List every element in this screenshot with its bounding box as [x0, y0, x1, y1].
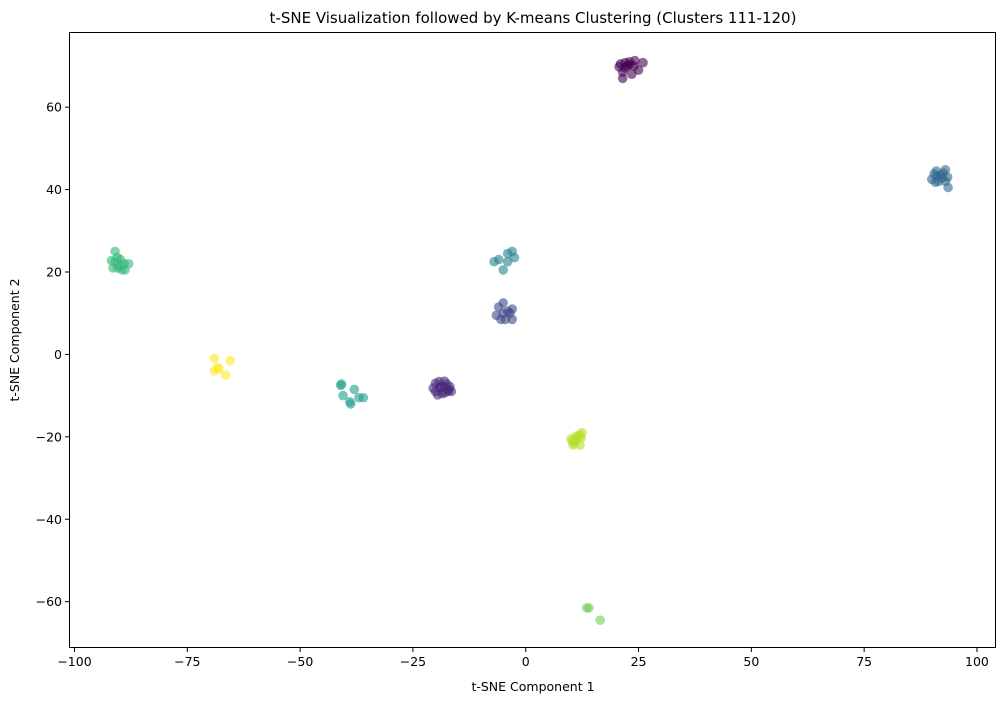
cluster-7-point — [106, 255, 117, 266]
cluster-6-point — [358, 392, 369, 403]
cluster-1-point — [614, 62, 624, 72]
plot-frame — [69, 32, 996, 648]
cluster-7-point — [110, 246, 120, 257]
cluster-2-point — [430, 386, 441, 397]
cluster-4-point — [943, 182, 953, 193]
cluster-9-point — [576, 433, 586, 443]
cluster-6-point — [345, 399, 356, 409]
cluster-10-point — [225, 355, 235, 366]
x-axis: −100 −75 −50 −25 0 25 50 75 100 — [57, 647, 989, 669]
cluster-3-point — [505, 308, 515, 319]
cluster-2-point — [443, 386, 453, 396]
cluster-1-point — [633, 65, 644, 75]
cluster-1-point — [630, 55, 640, 66]
cluster-6-point — [338, 390, 348, 401]
x-tick-label: 25 — [631, 654, 647, 669]
cluster-4-point — [929, 169, 939, 179]
cluster-3-point — [498, 298, 509, 308]
x-axis-label: t-SNE Component 1 — [471, 679, 594, 694]
y-tick-label: 20 — [46, 265, 62, 280]
cluster-3-point — [498, 308, 509, 319]
cluster-4-point — [940, 165, 951, 175]
x-tick-label: −100 — [57, 654, 91, 669]
y-tick-label: −60 — [36, 594, 62, 609]
cluster-7-point — [115, 254, 126, 265]
y-axis: −60 −40 −20 0 20 40 60 — [36, 100, 70, 609]
cluster-1-point — [617, 73, 628, 84]
cluster-7-point — [120, 265, 130, 275]
cluster-10-point — [220, 370, 231, 380]
y-axis-label: t-SNE Component 2 — [7, 278, 22, 401]
x-tick-label: −75 — [174, 654, 200, 669]
x-tick-label: 75 — [856, 654, 872, 669]
y-tick-label: −40 — [36, 512, 62, 527]
x-tick-label: 0 — [522, 654, 530, 669]
cluster-6-point — [336, 379, 347, 389]
chart-title: t-SNE Visualization followed by K-means … — [270, 9, 797, 27]
y-tick-label: 0 — [54, 347, 62, 362]
points-layer — [106, 55, 953, 625]
cluster-7-point — [112, 263, 123, 273]
y-tick-label: 60 — [46, 100, 62, 115]
cluster-1-point — [638, 57, 648, 68]
y-tick-label: −20 — [36, 429, 62, 444]
cluster-6-point — [349, 384, 360, 395]
cluster-10-point — [212, 362, 223, 373]
cluster-5-point — [502, 248, 513, 259]
x-tick-label: 50 — [743, 654, 759, 669]
x-tick-label: −50 — [287, 654, 313, 669]
cluster-8-point — [595, 615, 605, 625]
cluster-8-point — [584, 603, 594, 613]
x-tick-label: 100 — [965, 654, 989, 669]
cluster-5-point — [493, 254, 504, 265]
cluster-9-point — [567, 436, 577, 446]
x-tick-label: −25 — [400, 654, 426, 669]
cluster-10-point — [209, 353, 220, 364]
y-tick-label: 40 — [46, 182, 62, 197]
cluster-5-point — [498, 265, 509, 275]
